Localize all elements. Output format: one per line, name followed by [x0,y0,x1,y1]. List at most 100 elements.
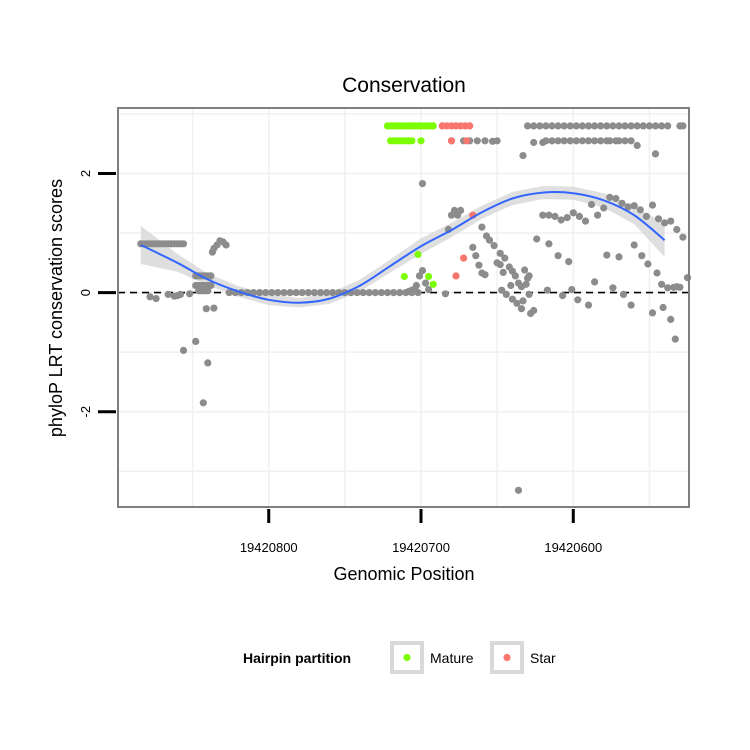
data-point-background [304,289,312,297]
data-point-background [543,286,552,294]
legend-entry-mature: Mature [390,641,474,674]
data-point-background [679,233,687,241]
data-point-background [502,290,510,298]
data-point-background [554,122,562,130]
data-point-background [651,122,660,130]
data-point-background [225,289,233,297]
data-point-background [501,254,509,262]
data-point-background [574,296,582,304]
data-point-background [569,209,577,217]
data-point-background [192,337,200,345]
data-point-background [511,272,519,280]
data-point-background [329,289,337,297]
data-point-background [578,122,587,130]
data-point-background [204,287,212,295]
data-point-mature [425,272,433,281]
data-point-background [542,122,550,130]
data-point-background [600,204,608,212]
data-point-background [587,200,596,209]
data-point-background [522,280,530,288]
data-point-background [210,304,218,312]
data-point-background [671,335,679,343]
data-point-background [249,289,258,297]
data-point-background [316,289,325,297]
data-point-background [524,122,532,130]
data-point-background [204,359,212,367]
data-point-background [473,137,481,145]
data-point-background [377,289,385,297]
data-point-background [651,150,660,158]
data-point-background [418,180,427,188]
series-mature [383,122,437,288]
data-point-background [536,122,544,130]
data-point-background [559,292,567,300]
data-point-background [441,290,449,298]
data-point-background [545,211,553,219]
data-point-background [653,269,661,277]
data-point-background [627,137,635,145]
legend-entries: Mature Star [390,641,556,674]
data-point-background [493,259,501,267]
data-point-background [222,241,230,249]
data-point-background [499,268,507,276]
data-point-background [551,212,559,220]
data-point-mature [417,137,425,145]
data-point-background [676,283,684,291]
data-point-background [597,137,605,145]
data-point-background [469,243,477,251]
data-point-background [615,137,623,145]
data-point-background [560,122,568,130]
series-star [438,122,477,280]
data-point-background [286,289,294,297]
data-point-background [545,240,553,248]
data-point-background [659,303,667,312]
data-point-background [566,122,574,130]
legend-label: Star [530,650,556,666]
data-point-background [493,137,501,145]
data-point-star [460,254,468,262]
panel-border [117,107,690,508]
legend-marker [403,653,411,662]
data-point-background [591,137,599,145]
x-tick-label: 19420800 [240,540,298,555]
data-point-background [268,289,276,297]
data-point-background [202,305,210,313]
data-point-background [618,199,626,207]
legend-title: Hairpin partition [243,650,351,666]
data-point-mature [408,137,416,145]
data-point-background [627,301,635,309]
data-point-background [199,399,207,407]
data-point-background [396,289,404,297]
data-point-background [633,141,641,150]
y-axis: -2 0 2 [78,170,116,417]
data-point-background [164,290,172,298]
data-point-background [568,286,576,294]
legend-entry-star: Star [490,641,556,674]
data-point-background [563,214,571,222]
data-point-background [584,122,593,130]
y-tick-label: 0 [78,289,93,296]
data-point-background [612,194,620,203]
data-point-background [485,236,494,244]
data-point-background [572,122,580,130]
data-point-background [256,289,264,297]
data-point-background [418,267,427,275]
data-point-background [179,346,188,354]
data-point-background [292,289,300,297]
data-point-background [262,289,270,297]
data-point-background [425,286,433,294]
data-point-background [530,122,538,130]
data-point-background [298,289,306,297]
data-point-background [521,266,529,274]
x-axis-title: Genomic Position [333,564,474,584]
data-point-background [274,289,282,297]
x-tick-label: 19420700 [392,540,450,555]
data-point-background [603,122,611,130]
data-point-background [621,122,629,130]
data-point-background [481,137,489,145]
data-point-background [606,137,614,145]
data-point-background [630,202,638,210]
data-point-background [548,122,556,130]
data-point-background [415,272,424,280]
data-point-background [572,137,580,145]
